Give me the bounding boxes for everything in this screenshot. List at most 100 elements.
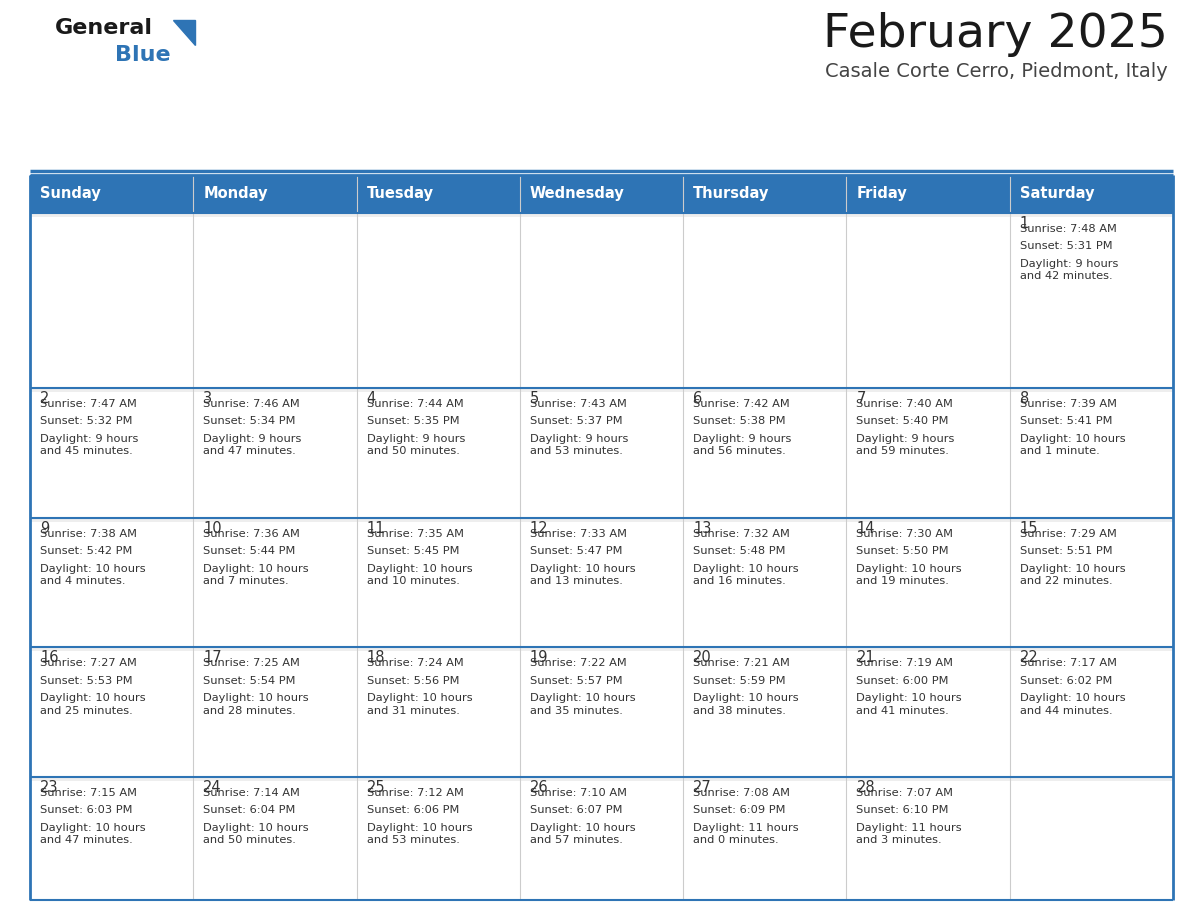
- FancyBboxPatch shape: [520, 777, 683, 781]
- Text: Sunset: 5:41 PM: Sunset: 5:41 PM: [1019, 417, 1112, 426]
- Text: Sunset: 5:50 PM: Sunset: 5:50 PM: [857, 546, 949, 556]
- Text: Wednesday: Wednesday: [530, 186, 625, 201]
- Text: Daylight: 9 hours
and 50 minutes.: Daylight: 9 hours and 50 minutes.: [367, 434, 465, 456]
- Text: Saturday: Saturday: [1019, 186, 1094, 201]
- Text: Sunset: 5:34 PM: Sunset: 5:34 PM: [203, 417, 296, 426]
- FancyBboxPatch shape: [683, 647, 846, 651]
- FancyBboxPatch shape: [356, 174, 520, 213]
- Text: Sunrise: 7:40 AM: Sunrise: 7:40 AM: [857, 398, 953, 409]
- FancyBboxPatch shape: [846, 777, 1010, 900]
- Text: Sunset: 5:48 PM: Sunset: 5:48 PM: [693, 546, 785, 556]
- Text: 22: 22: [1019, 650, 1038, 666]
- Text: Sunset: 6:10 PM: Sunset: 6:10 PM: [857, 805, 949, 815]
- Text: Daylight: 9 hours
and 47 minutes.: Daylight: 9 hours and 47 minutes.: [203, 434, 302, 456]
- FancyBboxPatch shape: [356, 388, 520, 518]
- FancyBboxPatch shape: [356, 647, 520, 651]
- FancyBboxPatch shape: [1010, 647, 1173, 777]
- Text: Sunrise: 7:19 AM: Sunrise: 7:19 AM: [857, 658, 954, 668]
- Text: Daylight: 10 hours
and 41 minutes.: Daylight: 10 hours and 41 minutes.: [857, 693, 962, 715]
- FancyBboxPatch shape: [1010, 213, 1173, 217]
- FancyBboxPatch shape: [520, 518, 683, 647]
- Text: 7: 7: [857, 391, 866, 406]
- Text: Sunset: 5:44 PM: Sunset: 5:44 PM: [203, 546, 296, 556]
- Text: Thursday: Thursday: [693, 186, 770, 201]
- Text: Sunrise: 7:17 AM: Sunrise: 7:17 AM: [1019, 658, 1117, 668]
- Text: Daylight: 10 hours
and 22 minutes.: Daylight: 10 hours and 22 minutes.: [1019, 564, 1125, 586]
- FancyBboxPatch shape: [30, 174, 194, 213]
- Text: Sunrise: 7:21 AM: Sunrise: 7:21 AM: [693, 658, 790, 668]
- FancyBboxPatch shape: [1010, 174, 1173, 213]
- FancyBboxPatch shape: [683, 388, 846, 392]
- Text: Sunset: 5:57 PM: Sunset: 5:57 PM: [530, 676, 623, 686]
- Text: 14: 14: [857, 521, 874, 535]
- FancyBboxPatch shape: [30, 518, 194, 521]
- Text: Sunrise: 7:33 AM: Sunrise: 7:33 AM: [530, 529, 627, 539]
- FancyBboxPatch shape: [846, 174, 1010, 213]
- Text: 2: 2: [40, 391, 50, 406]
- Text: 17: 17: [203, 650, 222, 666]
- Text: Daylight: 10 hours
and 16 minutes.: Daylight: 10 hours and 16 minutes.: [693, 564, 798, 586]
- Text: Daylight: 10 hours
and 25 minutes.: Daylight: 10 hours and 25 minutes.: [40, 693, 146, 715]
- Text: Sunrise: 7:39 AM: Sunrise: 7:39 AM: [1019, 398, 1117, 409]
- FancyBboxPatch shape: [520, 647, 683, 777]
- FancyBboxPatch shape: [683, 213, 846, 217]
- Text: Daylight: 10 hours
and 38 minutes.: Daylight: 10 hours and 38 minutes.: [693, 693, 798, 715]
- FancyBboxPatch shape: [30, 388, 194, 392]
- Text: 13: 13: [693, 521, 712, 535]
- Text: 11: 11: [367, 521, 385, 535]
- Text: Daylight: 9 hours
and 59 minutes.: Daylight: 9 hours and 59 minutes.: [857, 434, 955, 456]
- Text: Sunrise: 7:29 AM: Sunrise: 7:29 AM: [1019, 529, 1117, 539]
- FancyBboxPatch shape: [194, 647, 356, 777]
- FancyBboxPatch shape: [846, 388, 1010, 392]
- FancyBboxPatch shape: [520, 647, 683, 651]
- Text: Sunrise: 7:30 AM: Sunrise: 7:30 AM: [857, 529, 954, 539]
- Text: Sunset: 5:40 PM: Sunset: 5:40 PM: [857, 417, 949, 426]
- Text: February 2025: February 2025: [823, 12, 1168, 57]
- Text: Sunrise: 7:35 AM: Sunrise: 7:35 AM: [367, 529, 463, 539]
- Text: 23: 23: [40, 779, 58, 795]
- FancyBboxPatch shape: [846, 777, 1010, 781]
- FancyBboxPatch shape: [194, 174, 356, 213]
- Text: Casale Corte Cerro, Piedmont, Italy: Casale Corte Cerro, Piedmont, Italy: [826, 62, 1168, 81]
- Text: Sunrise: 7:07 AM: Sunrise: 7:07 AM: [857, 788, 954, 798]
- FancyBboxPatch shape: [520, 174, 683, 213]
- Text: Sunrise: 7:25 AM: Sunrise: 7:25 AM: [203, 658, 301, 668]
- Text: Sunrise: 7:24 AM: Sunrise: 7:24 AM: [367, 658, 463, 668]
- FancyBboxPatch shape: [30, 518, 194, 647]
- FancyBboxPatch shape: [194, 388, 356, 518]
- FancyBboxPatch shape: [520, 213, 683, 217]
- Text: Sunset: 6:06 PM: Sunset: 6:06 PM: [367, 805, 459, 815]
- Text: 1: 1: [1019, 216, 1029, 230]
- FancyBboxPatch shape: [356, 213, 520, 217]
- FancyBboxPatch shape: [194, 518, 356, 521]
- Text: 19: 19: [530, 650, 549, 666]
- FancyBboxPatch shape: [846, 518, 1010, 647]
- Text: Sunset: 5:51 PM: Sunset: 5:51 PM: [1019, 546, 1112, 556]
- Text: 24: 24: [203, 779, 222, 795]
- FancyBboxPatch shape: [356, 647, 520, 777]
- Text: 3: 3: [203, 391, 213, 406]
- Text: 26: 26: [530, 779, 549, 795]
- Text: Daylight: 11 hours
and 3 minutes.: Daylight: 11 hours and 3 minutes.: [857, 823, 962, 845]
- FancyBboxPatch shape: [356, 518, 520, 647]
- Text: Sunrise: 7:14 AM: Sunrise: 7:14 AM: [203, 788, 301, 798]
- Text: 25: 25: [367, 779, 385, 795]
- Text: Sunrise: 7:48 AM: Sunrise: 7:48 AM: [1019, 224, 1117, 234]
- Text: General: General: [55, 18, 153, 38]
- Text: Daylight: 10 hours
and 13 minutes.: Daylight: 10 hours and 13 minutes.: [530, 564, 636, 586]
- Text: Sunset: 6:07 PM: Sunset: 6:07 PM: [530, 805, 623, 815]
- Text: Daylight: 9 hours
and 56 minutes.: Daylight: 9 hours and 56 minutes.: [693, 434, 791, 456]
- Text: Sunset: 5:45 PM: Sunset: 5:45 PM: [367, 546, 459, 556]
- Text: Daylight: 10 hours
and 35 minutes.: Daylight: 10 hours and 35 minutes.: [530, 693, 636, 715]
- FancyBboxPatch shape: [520, 777, 683, 900]
- Text: Daylight: 10 hours
and 53 minutes.: Daylight: 10 hours and 53 minutes.: [367, 823, 472, 845]
- FancyBboxPatch shape: [683, 777, 846, 781]
- FancyBboxPatch shape: [356, 213, 520, 388]
- Text: 21: 21: [857, 650, 876, 666]
- Text: Sunrise: 7:42 AM: Sunrise: 7:42 AM: [693, 398, 790, 409]
- FancyBboxPatch shape: [30, 213, 194, 217]
- Text: Daylight: 10 hours
and 4 minutes.: Daylight: 10 hours and 4 minutes.: [40, 564, 146, 586]
- Text: 12: 12: [530, 521, 549, 535]
- Text: 5: 5: [530, 391, 539, 406]
- Text: Sunrise: 7:46 AM: Sunrise: 7:46 AM: [203, 398, 301, 409]
